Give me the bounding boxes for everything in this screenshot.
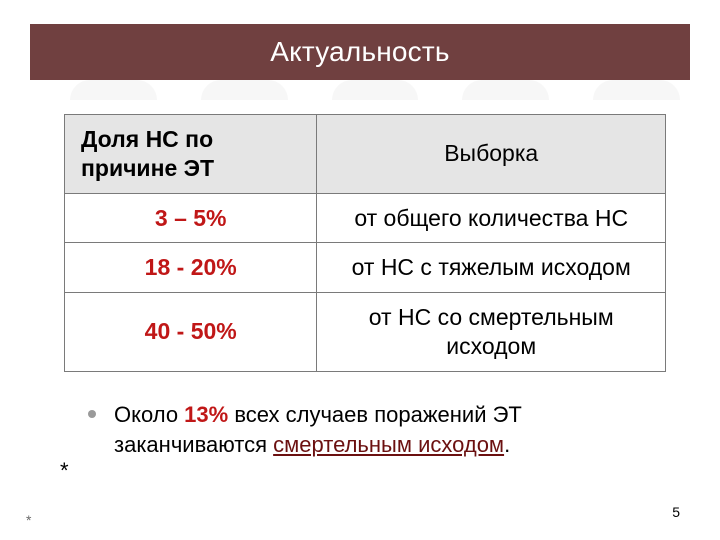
stat-value: 3 – 5% (65, 193, 317, 243)
col-header-share: Доля НС по причине ЭТ (65, 115, 317, 194)
decorative-arcs (40, 80, 680, 102)
stat-value: 40 - 50% (65, 293, 317, 372)
table-row: 40 - 50% от НС со смертельным исходом (65, 293, 666, 372)
bullet-pre: Около (114, 402, 184, 427)
col-header-sample: Выборка (317, 115, 666, 194)
bullet-dot-icon (88, 410, 96, 418)
slide: Актуальность Доля НС по причине ЭТ Выбор… (0, 0, 720, 540)
stat-desc: от НС с тяжелым исходом (317, 243, 666, 293)
bullet-post: . (504, 432, 510, 457)
stats-table: Доля НС по причине ЭТ Выборка 3 – 5% от … (64, 114, 666, 372)
stat-value: 18 - 20% (65, 243, 317, 293)
table-row: 18 - 20% от НС с тяжелым исходом (65, 243, 666, 293)
bullet-underline: смертельным исходом (273, 432, 504, 457)
table-row: 3 – 5% от общего количества НС (65, 193, 666, 243)
bullet-text: Около 13% всех случаев поражений ЭТ зака… (114, 400, 650, 459)
stat-desc: от общего количества НС (317, 193, 666, 243)
stat-desc: от НС со смертельным исходом (317, 293, 666, 372)
title-band: Актуальность (30, 24, 690, 80)
bullet-item: Около 13% всех случаев поражений ЭТ зака… (88, 400, 650, 459)
bullet-highlight: 13% (184, 402, 228, 427)
table-header-row: Доля НС по причине ЭТ Выборка (65, 115, 666, 194)
table: Доля НС по причине ЭТ Выборка 3 – 5% от … (64, 114, 666, 372)
asterisk-upper: * (60, 458, 69, 484)
bullet-block: Около 13% всех случаев поражений ЭТ зака… (88, 400, 650, 459)
asterisk-footer: * (26, 512, 31, 528)
page-number: 5 (672, 504, 680, 520)
slide-title: Актуальность (270, 36, 449, 68)
